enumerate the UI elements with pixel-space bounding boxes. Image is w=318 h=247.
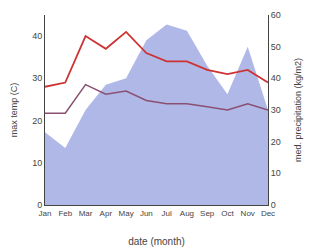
svg-text:30: 30 — [32, 73, 42, 83]
svg-text:max temp (C): max temp (C) — [9, 83, 19, 138]
svg-text:0: 0 — [271, 200, 276, 210]
svg-text:20: 20 — [271, 137, 281, 147]
svg-text:30: 30 — [271, 105, 281, 115]
svg-text:Jan: Jan — [39, 209, 52, 218]
svg-text:40: 40 — [32, 31, 42, 41]
svg-text:50: 50 — [271, 42, 281, 52]
svg-text:date (month): date (month) — [128, 236, 185, 247]
svg-text:Jun: Jun — [140, 209, 153, 218]
svg-text:Apr: Apr — [100, 209, 113, 218]
svg-text:10: 10 — [32, 158, 42, 168]
svg-text:60: 60 — [271, 10, 281, 20]
svg-text:Dec: Dec — [261, 209, 275, 218]
svg-text:10: 10 — [271, 168, 281, 178]
svg-text:Oct: Oct — [221, 209, 234, 218]
svg-text:20: 20 — [32, 116, 42, 126]
svg-text:Aug: Aug — [180, 209, 194, 218]
svg-text:May: May — [119, 209, 134, 218]
svg-text:0: 0 — [37, 200, 42, 210]
svg-text:40: 40 — [271, 73, 281, 83]
svg-text:med. precipitation (kg/m2): med. precipitation (kg/m2) — [293, 58, 303, 162]
svg-text:Sep: Sep — [200, 209, 215, 218]
svg-text:Mar: Mar — [79, 209, 93, 218]
svg-text:Nov: Nov — [241, 209, 255, 218]
svg-text:Jul: Jul — [162, 209, 172, 218]
svg-text:Feb: Feb — [58, 209, 72, 218]
